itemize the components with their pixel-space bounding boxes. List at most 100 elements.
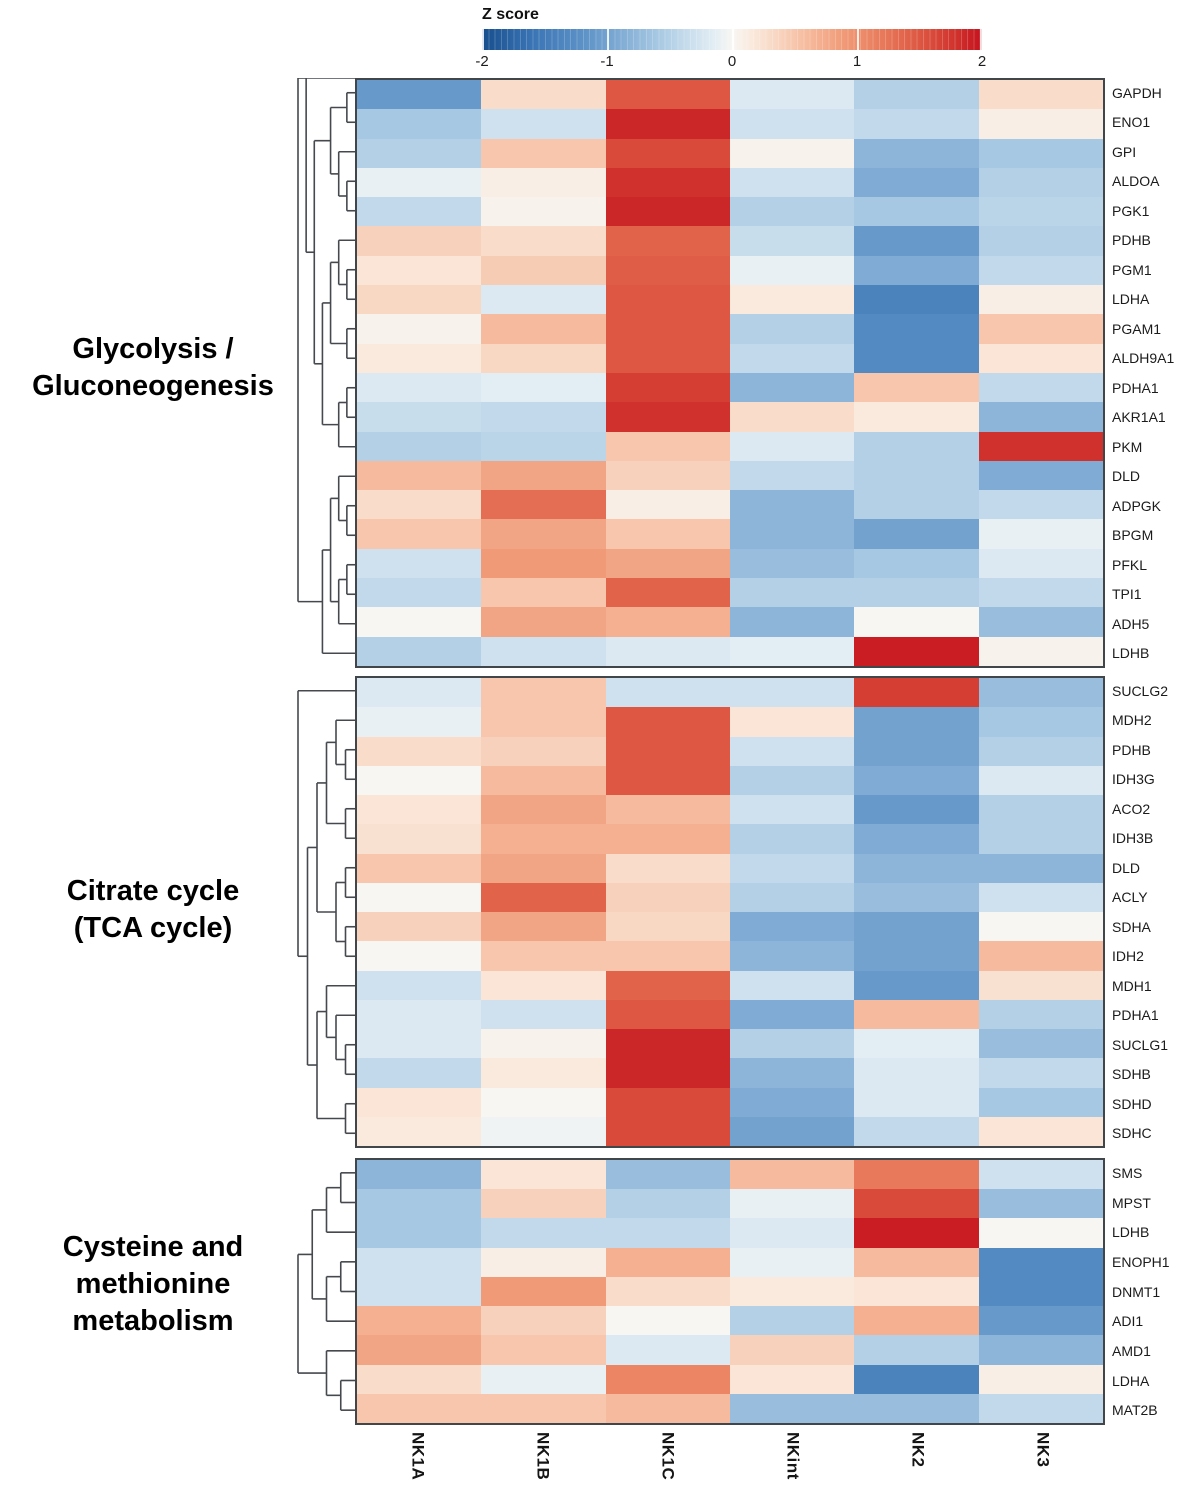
heatmap-cell [605,999,730,1029]
heatmap-cell [978,109,1103,139]
heatmap-cell [481,1160,606,1190]
heatmap-cell [357,999,482,1029]
heatmap-cell [605,1087,730,1117]
gene-label: SMS [1112,1164,1143,1181]
heatmap-cell [605,1364,730,1394]
column-label: NK2 [855,1432,980,1487]
heatmap-cell [854,402,979,432]
heatmap-cell [854,607,979,637]
heatmap-cell [481,490,606,520]
heatmap-cell [357,882,482,912]
heatmap-cell [730,519,855,549]
colorbar-tick-label: 0 [727,53,737,70]
heatmap-cell [481,1247,606,1277]
heatmap-cell [605,707,730,737]
heatmap-cell [854,460,979,491]
column-label-text: NK3 [1033,1432,1053,1468]
heatmap-cell [357,1087,482,1117]
heatmap-cell [978,795,1103,825]
heatmap-cell [730,138,855,168]
heatmap-cell [481,80,606,110]
heatmap-cell [481,109,606,139]
gene-label: DNMT1 [1112,1283,1161,1300]
pathway-section-label-line: methionine [75,1267,231,1300]
heatmap-cell [854,578,979,608]
heatmap-cell [730,343,855,373]
heatmap-cell [978,912,1103,942]
gene-label: BPGM [1112,527,1154,544]
heatmap-cell [854,1116,979,1146]
gene-label: MPST [1112,1194,1151,1211]
heatmap-cell [357,460,482,491]
heatmap-cell [978,1058,1103,1088]
heatmap-cell [481,548,606,579]
column-label-text: NK1B [533,1432,553,1481]
heatmap-cell [978,578,1103,608]
gene-label: SDHD [1112,1095,1152,1112]
heatmap-cell [481,1087,606,1117]
heatmap-cell [730,1247,855,1277]
heatmap-cell [978,80,1103,110]
pathway-section-label: Glycolysis / Gluconeogenesis [8,331,298,405]
heatmap-cell [978,197,1103,227]
heatmap-cell [978,678,1103,708]
gene-label: GAPDH [1112,84,1162,101]
heatmap-cell [357,736,482,766]
heatmap-cell [730,765,855,795]
heatmap-cell [978,314,1103,344]
heatmap-cell [730,490,855,520]
heatmap-cell [357,636,482,666]
gene-label: MDH2 [1112,712,1152,729]
heatmap-cell [481,636,606,666]
heatmap-cell [357,1247,482,1277]
column-label-text: NK2 [908,1432,928,1468]
heatmap-cell [854,167,979,198]
heatmap-cell [605,285,730,315]
column-label: NKint [730,1432,855,1487]
heatmap-cell [481,1393,606,1423]
column-label: NK1B [480,1432,605,1487]
heatmap-cell [978,1335,1103,1365]
heatmap-cell [357,431,482,461]
heatmap-cell [854,1160,979,1190]
heatmap-cell [357,1058,482,1088]
heatmap-cell [605,970,730,1000]
heatmap-cell [357,226,482,256]
heatmap-cell [481,1306,606,1336]
heatmap-cell [730,1335,855,1365]
gene-label: ALDH9A1 [1112,350,1175,367]
heatmap-cell [605,678,730,708]
heatmap-cell [357,1364,482,1394]
heatmap-panel [355,78,1105,668]
heatmap-cell [605,255,730,286]
heatmap-cell [730,431,855,461]
heatmap-cell [978,607,1103,637]
heatmap-cell [605,853,730,883]
heatmap-cell [978,285,1103,315]
heatmap-cell [730,1393,855,1423]
gene-label: ENOPH1 [1112,1253,1170,1270]
heatmap-cell [605,460,730,491]
heatmap-cell [481,431,606,461]
heatmap-cell [854,707,979,737]
gene-label: IDH3G [1112,771,1155,788]
heatmap-cell [978,853,1103,883]
gene-label: ACO2 [1112,800,1151,817]
gene-label: AMD1 [1112,1342,1151,1359]
heatmap-cell [730,372,855,403]
heatmap-cell [854,678,979,708]
heatmap-cell [978,167,1103,198]
gene-label: PFKL [1112,556,1148,573]
heatmap-cell [357,548,482,579]
heatmap-cell [730,1306,855,1336]
gene-label: DLD [1112,859,1141,876]
heatmap-cell [978,138,1103,168]
heatmap-cell [854,548,979,579]
heatmap-cell [730,824,855,854]
heatmap-cell [854,1276,979,1307]
heatmap-cell [605,226,730,256]
heatmap-cell [605,882,730,912]
heatmap-cell [357,765,482,795]
heatmap-cell [730,578,855,608]
heatmap-cell [357,824,482,854]
